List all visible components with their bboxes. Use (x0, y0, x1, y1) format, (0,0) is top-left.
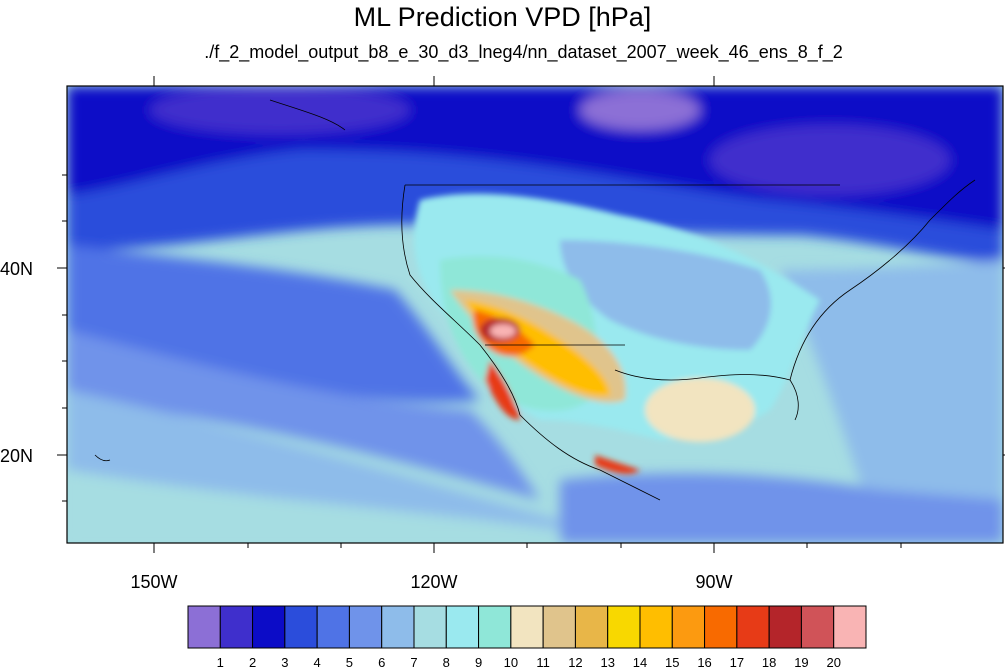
axis-ticks (57, 76, 1005, 553)
field-min-canada (580, 90, 700, 130)
colorbar-label: 16 (697, 655, 712, 670)
colorbar-swatch (542, 605, 576, 649)
colorbar-label: 19 (794, 655, 809, 670)
colorbar-swatch (510, 605, 544, 649)
colorbar-swatch (445, 605, 480, 649)
x-tick-label-150w: 150W (130, 572, 178, 592)
colorbar-swatch (413, 605, 447, 649)
colorbar-label: 10 (503, 655, 519, 670)
field-mexico-hot (595, 455, 640, 474)
field-baja-hot (485, 360, 520, 420)
colorbar-label: 14 (632, 655, 648, 670)
field-sw-20 (490, 324, 516, 338)
field-low-canada (710, 125, 950, 195)
colorbar-label: 9 (474, 655, 483, 670)
colorbar-label: 20 (826, 655, 841, 670)
colorbar-swatch (478, 605, 512, 649)
field-band-pacific-4 (67, 470, 560, 543)
colorbar-swatch (800, 605, 835, 649)
colorbar-swatch (607, 605, 641, 649)
colorbar-label: 8 (442, 655, 450, 670)
colorbar-label: 4 (313, 655, 321, 670)
field-gulf-high (645, 378, 755, 442)
colorbar-swatch (316, 605, 350, 649)
colorbar (187, 605, 867, 649)
colorbar-label: 2 (248, 655, 257, 670)
colorbar-label: 17 (729, 655, 745, 670)
colorbar-swatch (704, 605, 738, 649)
colorbar-swatch (252, 605, 286, 649)
field-conus-east (560, 240, 771, 350)
colorbar-label: 3 (281, 655, 289, 670)
colorbar-label: 11 (536, 655, 550, 670)
colorbar-label: 13 (600, 655, 615, 670)
colorbar-swatch (284, 605, 318, 649)
field-band-caribbean (560, 473, 1003, 543)
vpd-field (67, 86, 1003, 543)
colorbar-swatch (219, 605, 254, 649)
map-title: ML Prediction VPD [hPa] (353, 2, 652, 32)
field-low-alaska (150, 86, 410, 134)
x-tick-label-90w: 90W (695, 572, 733, 592)
colorbar-label: 5 (345, 655, 354, 670)
field-band-atlantic (780, 260, 1003, 543)
x-tick-label-120w: 120W (410, 572, 458, 592)
colorbar-label: 1 (216, 655, 224, 670)
colorbar-label: 12 (568, 655, 583, 670)
colorbar-swatch (671, 605, 706, 649)
colorbar-label: 15 (665, 655, 680, 670)
field-band-pacific-2 (67, 330, 540, 500)
map-subtitle: ./f_2_model_output_b8_e_30_d3_lneg4/nn_d… (204, 42, 843, 62)
colorbar-swatch (574, 605, 609, 649)
colorbar-swatch (639, 605, 673, 649)
y-tick-label-20n: 20N (0, 446, 34, 466)
colorbar-swatch (768, 605, 802, 649)
y-tick-label-40n: 40N (0, 259, 34, 279)
colorbar-swatch (381, 605, 415, 649)
colorbar-swatch (348, 605, 383, 649)
colorbar-label: 7 (410, 655, 418, 670)
coastlines (94, 99, 976, 501)
colorbar-swatch (187, 605, 221, 649)
colorbar-swatch (736, 605, 770, 649)
colorbar-swatch (833, 605, 867, 649)
colorbar-label: 6 (378, 655, 386, 670)
colorbar-label: 18 (761, 655, 777, 670)
